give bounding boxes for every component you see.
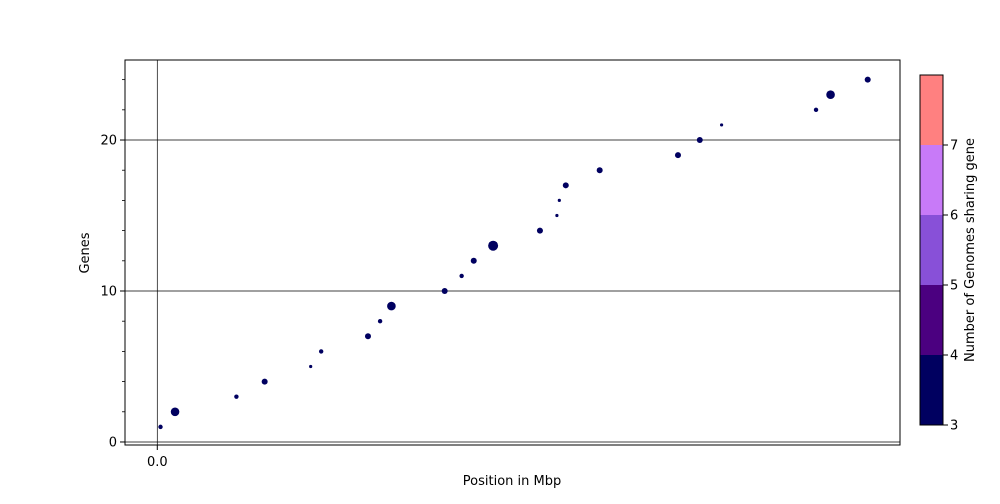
data-point: [158, 424, 163, 430]
colorbar-band: [920, 215, 943, 285]
data-point: [261, 378, 268, 385]
data-point: [234, 394, 239, 399]
colorbar-tick-label: 5: [950, 279, 958, 294]
data-point: [364, 333, 371, 340]
y-axis: 0 10 20: [100, 79, 125, 450]
data-point: [536, 227, 543, 234]
data-point: [826, 90, 835, 100]
data-point: [555, 213, 559, 218]
x-tick-label: 0.0: [147, 455, 168, 470]
data-point: [470, 257, 477, 264]
data-point: [864, 76, 871, 83]
data-point: [387, 301, 396, 311]
data-points: [158, 76, 871, 430]
colorbar-frame: [919, 74, 944, 426]
x-axis-label: Position in Mbp: [463, 474, 561, 489]
data-point: [309, 364, 313, 369]
data-point: [562, 182, 569, 189]
data-point: [696, 137, 703, 144]
data-point: [459, 273, 464, 279]
y-axis-label: Genes: [78, 232, 93, 273]
data-point: [318, 349, 324, 354]
y-tick-label: 0: [109, 435, 117, 450]
data-point: [719, 123, 724, 127]
data-point: [170, 407, 180, 417]
colorbar-label: Number of Genomes sharing gene: [963, 138, 978, 362]
grid-lines: [125, 60, 900, 445]
colorbar-tick-label: 7: [950, 139, 958, 154]
colorbar-tick-label: 3: [950, 419, 958, 434]
colorbar-band: [920, 145, 943, 215]
colorbar-band: [920, 285, 943, 355]
y-tick-label: 10: [100, 285, 117, 300]
data-point: [813, 107, 819, 113]
plot-frame: [124, 59, 901, 446]
colorbar-tick-label: 4: [950, 349, 958, 364]
data-point: [557, 198, 561, 203]
data-point: [441, 288, 448, 294]
x-axis: 0.0: [147, 445, 168, 470]
colorbar-band: [920, 355, 943, 425]
data-point: [377, 318, 383, 324]
data-point: [488, 240, 499, 251]
colorbar-band: [920, 75, 943, 145]
colorbar: 3 4 5 6 7: [919, 74, 958, 434]
data-point: [596, 167, 603, 174]
colorbar-tick-label: 6: [950, 209, 958, 224]
y-tick-label: 20: [100, 134, 117, 149]
data-point: [674, 152, 681, 159]
